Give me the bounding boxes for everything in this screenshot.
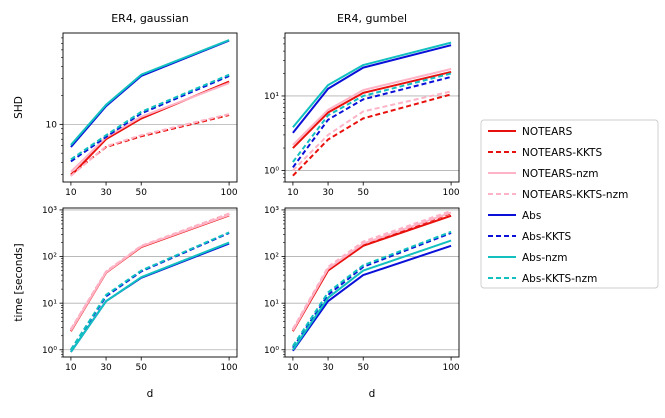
series-line-abs-kkts	[292, 75, 452, 168]
panel-title: ER4, gumbel	[337, 12, 407, 25]
series-line-notears-kkts-nzm	[70, 212, 230, 330]
x-tick-label: 100	[442, 188, 459, 198]
legend-box	[480, 119, 659, 289]
x-tick-label: 10	[287, 188, 299, 198]
panel-shd-gaussian: 10 10 30 50 100 ER4, gaussian SHD	[13, 12, 238, 198]
y-tick-label: 10⁰	[42, 346, 57, 356]
legend-label: NOTEARS-nzm	[522, 168, 599, 180]
x-axis-label: d	[369, 388, 376, 400]
panel-title: ER4, gaussian	[111, 12, 189, 25]
axes-frame	[284, 32, 460, 183]
y-axis-label: time [seconds]	[13, 243, 25, 321]
series-line-notears-kkts	[292, 93, 452, 177]
panel-time-gaussian: 10⁰ 10¹ 10² 10³ 10 30 50 100 d time [seconds]	[13, 206, 238, 400]
legend: NOTEARS NOTEARS-KKTS NOTEARS-nzm NOTEARS-KK…	[480, 119, 659, 289]
series-line-abs	[70, 242, 230, 353]
series-line-notears	[70, 80, 230, 177]
panel-time-gumbel: 10⁰ 10¹ 10² 10³ 10 30 50 100 d	[264, 206, 460, 400]
x-tick-label: 50	[135, 188, 147, 198]
series-line-notears-kkts-nzm	[292, 90, 452, 172]
series-line-abs-kkts-nzm	[292, 72, 452, 163]
y-tick-label: 10²	[42, 253, 57, 263]
y-tick-label: 10¹	[264, 92, 279, 102]
series-line-abs	[292, 244, 452, 352]
series-line-abs-kkts-nzm	[70, 231, 230, 351]
series-line-notears-nzm	[70, 82, 230, 173]
series-line-abs-kkts	[292, 232, 452, 349]
series-line-abs-kkts-nzm	[70, 73, 230, 161]
axes-frame	[284, 207, 460, 358]
x-tick-label: 30	[322, 363, 334, 373]
y-tick-label: 10³	[42, 206, 57, 216]
x-tick-label: 50	[357, 188, 369, 198]
y-tick-label: 10³	[264, 206, 279, 216]
legend-label: Abs-KKTS	[522, 231, 571, 243]
y-tick-label: 10⁰	[264, 167, 279, 177]
series-line-abs	[70, 39, 230, 148]
series-line-abs-nzm	[70, 241, 230, 353]
x-tick-label: 10	[65, 188, 77, 198]
series-line-abs-nzm	[292, 239, 452, 351]
x-axis-label: d	[147, 388, 154, 400]
y-tick-label: 10⁰	[264, 346, 279, 356]
y-axis-label: SHD	[13, 96, 25, 119]
x-tick-label: 10	[65, 363, 77, 373]
series-line-notears-nzm	[292, 68, 452, 146]
y-tick-label: 10¹	[264, 299, 279, 309]
x-tick-label: 30	[322, 188, 334, 198]
legend-label: NOTEARS-KKTS	[522, 147, 602, 159]
x-tick-label: 100	[220, 188, 237, 198]
y-tick-label: 10	[46, 121, 58, 131]
x-tick-label: 100	[442, 363, 459, 373]
series-line-abs-kkts-nzm	[292, 230, 452, 347]
legend-label: Abs	[522, 210, 541, 222]
x-tick-label: 30	[100, 363, 112, 373]
axes-frame	[62, 32, 238, 183]
series-line-abs-nzm	[292, 41, 452, 128]
y-tick-label: 10¹	[42, 299, 57, 309]
legend-label: NOTEARS-KKTS-nzm	[522, 189, 628, 201]
x-tick-label: 50	[357, 363, 369, 373]
series-line-abs-nzm	[70, 39, 230, 146]
series-line-notears-kkts-nzm	[292, 210, 452, 330]
series-line-abs	[292, 44, 452, 134]
series-line-notears-kkts-nzm	[70, 113, 230, 177]
x-tick-label: 30	[100, 188, 112, 198]
y-tick-label: 10²	[264, 253, 279, 263]
series-line-notears	[292, 70, 452, 149]
panel-shd-gumbel: 10⁰ 10¹ 10 30 50 100 ER4, gumbel	[264, 12, 460, 198]
legend-label: Abs-KKTS-nzm	[522, 273, 597, 285]
legend-label: NOTEARS	[522, 126, 573, 138]
x-tick-label: 10	[287, 363, 299, 373]
legend-label: Abs-nzm	[522, 252, 568, 264]
axes-frame	[62, 207, 238, 358]
x-tick-label: 100	[220, 363, 237, 373]
x-tick-label: 50	[135, 363, 147, 373]
series-line-abs-kkts	[70, 75, 230, 163]
